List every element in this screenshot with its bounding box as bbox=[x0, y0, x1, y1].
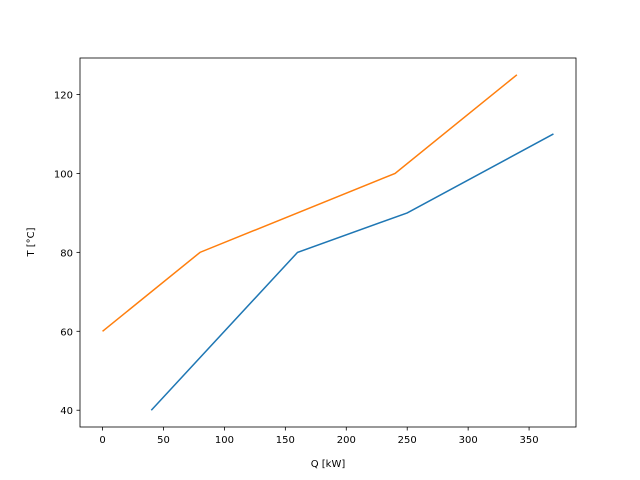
x-tick-label: 350 bbox=[520, 435, 539, 446]
y-axis-label: T [°C] bbox=[26, 227, 37, 257]
x-tick-label: 300 bbox=[459, 435, 478, 446]
x-tick-label: 250 bbox=[398, 435, 417, 446]
data-line bbox=[150, 133, 554, 411]
y-tick-label: 120 bbox=[54, 91, 73, 102]
plot-frame bbox=[79, 57, 577, 428]
x-axis-label: Q [kW] bbox=[311, 459, 346, 470]
x-tick-label: 0 bbox=[99, 435, 105, 446]
y-tick-label: 60 bbox=[60, 327, 73, 338]
x-tick-label: 200 bbox=[337, 435, 356, 446]
y-tick-label: 40 bbox=[60, 406, 73, 417]
data-line bbox=[102, 74, 518, 332]
x-tick-label: 50 bbox=[157, 435, 170, 446]
y-tick-label: 80 bbox=[60, 248, 73, 259]
y-tick-label: 100 bbox=[54, 169, 73, 180]
x-tick-label: 100 bbox=[215, 435, 234, 446]
x-tick-label: 150 bbox=[276, 435, 295, 446]
